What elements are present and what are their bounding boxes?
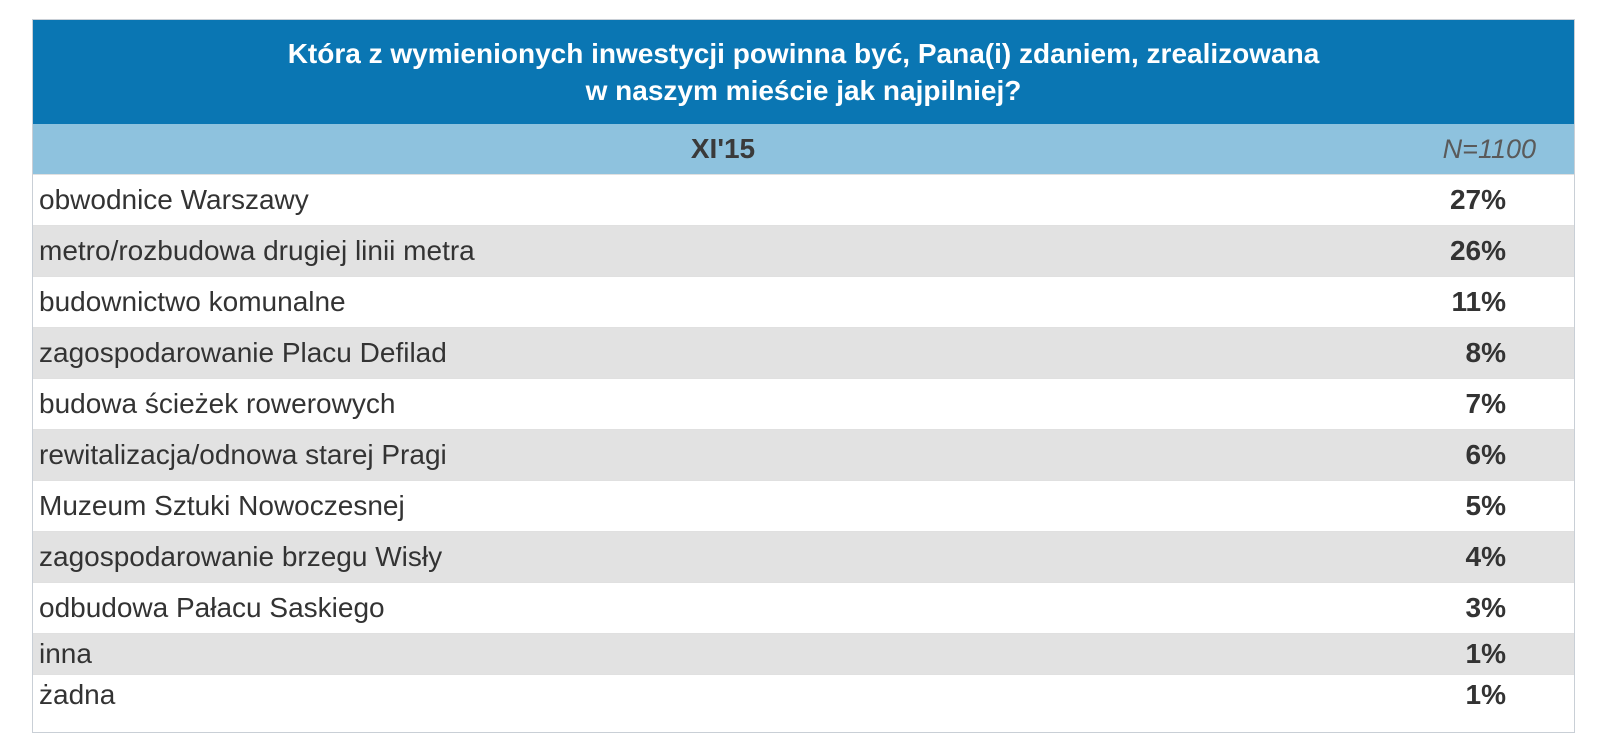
- row-label: żadna: [39, 679, 116, 710]
- table-row: budownictwo komunalne 11%: [33, 276, 1574, 327]
- row-label: budownictwo komunalne: [39, 286, 346, 317]
- table-row: metro/rozbudowa drugiej linii metra 26%: [33, 225, 1574, 276]
- row-value: 4%: [1465, 541, 1506, 572]
- row-label: odbudowa Pałacu Saskiego: [39, 592, 385, 623]
- table-body: obwodnice Warszawy 27% metro/rozbudowa dru…: [33, 174, 1574, 715]
- table-row: żadna 1%: [33, 674, 1574, 715]
- table-row: inna 1%: [33, 633, 1574, 674]
- row-label: zagospodarowanie Placu Defilad: [39, 337, 447, 368]
- table-row: odbudowa Pałacu Saskiego 3%: [33, 582, 1574, 633]
- table-row: zagospodarowanie Placu Defilad 8%: [33, 327, 1574, 378]
- row-value: 5%: [1465, 490, 1506, 521]
- table-row: budowa ścieżek rowerowych 7%: [33, 378, 1574, 429]
- column-header-row: XI'15 N=1100: [33, 124, 1574, 174]
- row-value: 27%: [1449, 184, 1506, 215]
- row-label: budowa ścieżek rowerowych: [39, 388, 396, 419]
- row-label: obwodnice Warszawy: [39, 184, 309, 215]
- survey-table: Która z wymienionych inwestycji powinna …: [32, 19, 1575, 733]
- row-value: 26%: [1449, 235, 1506, 266]
- table-title: Która z wymienionych inwestycji powinna …: [33, 20, 1574, 124]
- table-row: Muzeum Sztuki Nowoczesnej 5%: [33, 480, 1574, 531]
- period-label: XI'15: [690, 133, 756, 164]
- row-label: metro/rozbudowa drugiej linii metra: [39, 235, 475, 266]
- table-row: rewitalizacja/odnowa starej Pragi 6%: [33, 429, 1574, 480]
- row-label: Muzeum Sztuki Nowoczesnej: [39, 490, 405, 521]
- row-value: 6%: [1465, 439, 1506, 470]
- row-value: 11%: [1451, 286, 1507, 317]
- row-value: 3%: [1465, 592, 1506, 623]
- row-value: 7%: [1465, 388, 1506, 419]
- table-row: zagospodarowanie brzegu Wisły 4%: [33, 531, 1574, 582]
- sample-size-label: N=1100: [1442, 134, 1536, 164]
- row-label: rewitalizacja/odnowa starej Pragi: [39, 439, 447, 470]
- row-value: 1%: [1465, 679, 1506, 710]
- row-value: 8%: [1465, 337, 1506, 368]
- title-line-1: Która z wymienionych inwestycji powinna …: [287, 38, 1320, 69]
- row-value: 1%: [1465, 638, 1506, 669]
- row-label: inna: [39, 638, 92, 669]
- title-line-2: w naszym mieście jak najpilniej?: [585, 75, 1022, 106]
- row-label: zagospodarowanie brzegu Wisły: [39, 541, 443, 572]
- table-row: obwodnice Warszawy 27%: [33, 174, 1574, 225]
